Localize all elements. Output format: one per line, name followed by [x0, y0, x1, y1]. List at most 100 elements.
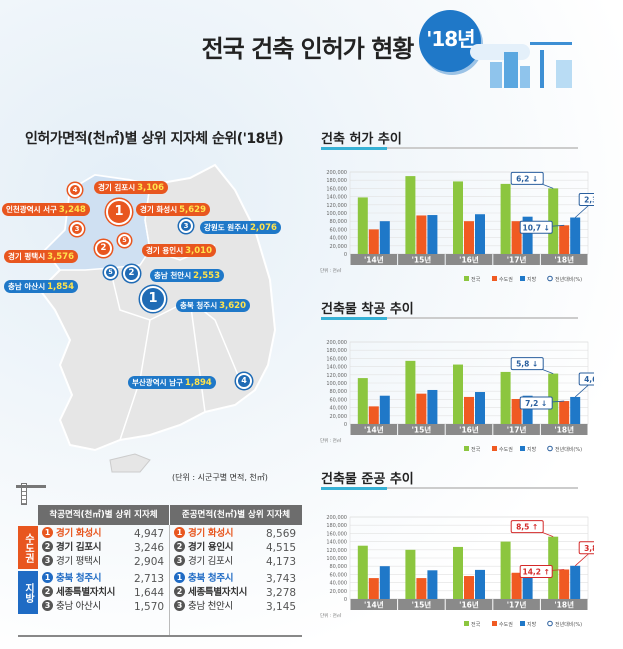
- map-unit-note: (단위 : 시군구별 면적, 천㎡): [172, 473, 268, 482]
- change-callout-text: 3,8 ↑: [584, 544, 594, 553]
- bar-수도권-'16년: [464, 576, 474, 599]
- crane-jib: [16, 485, 46, 488]
- legend-label: 지방: [527, 446, 537, 453]
- change-callout: [578, 193, 594, 207]
- crane-icon: [21, 483, 27, 505]
- y-tick-label: 140,000: [326, 365, 347, 371]
- legend-label: 수도권: [499, 446, 513, 453]
- map-label-value: 2,076: [250, 223, 277, 233]
- area-value: 1,570: [134, 601, 165, 613]
- table-divider: [169, 525, 170, 635]
- x-tick-label: '17년: [507, 600, 527, 610]
- rank-badge: 2: [42, 586, 53, 597]
- region-name: 경기 화성시: [56, 528, 102, 539]
- change-callout: [519, 396, 553, 410]
- map-label-region: 인천광역시 서구: [6, 205, 57, 214]
- bar-지방-'14년: [379, 566, 390, 599]
- unit-label: 단위 : 천㎡: [320, 267, 342, 274]
- map-label-value: 3,576: [47, 252, 75, 262]
- map-label: 충남 아산시 1,854: [4, 280, 79, 293]
- rank-badge: 1: [174, 572, 185, 583]
- change-callout-text: 6,2 ↓: [516, 174, 538, 183]
- map-label-value: 3,010: [185, 246, 213, 256]
- y-tick-label: 40,000: [330, 406, 348, 412]
- chart-title: 건축물 준공 추이: [321, 472, 414, 487]
- category-band: [540, 424, 588, 435]
- rank-badge: 1: [42, 527, 53, 538]
- change-callout: [519, 564, 553, 578]
- bar-지방-'18년: [570, 396, 581, 424]
- map-jeju: [109, 453, 151, 473]
- map-label: 부산광역시 남구 1,894: [128, 376, 216, 389]
- legend-swatch: [520, 446, 525, 451]
- korea-map: [38, 163, 277, 473]
- y-tick-label: 100,000: [326, 211, 347, 217]
- region-name: 충남 천안시: [188, 601, 233, 612]
- map-label-region: 경기 화성시: [140, 205, 178, 214]
- legend-swatch: [464, 276, 469, 281]
- year-badge: '18년: [419, 10, 482, 72]
- region-name: 충남 아산시: [56, 601, 101, 612]
- bar-지방-'14년: [379, 221, 390, 254]
- map-pin-rank-3: 3: [70, 222, 84, 236]
- category-band: [445, 254, 493, 265]
- change-callout: [578, 372, 594, 386]
- category-band: [540, 254, 588, 265]
- legend-label: 전년대비(%): [555, 276, 582, 283]
- bar-수도권-'14년: [368, 406, 379, 424]
- legend-marker-icon: [547, 275, 553, 282]
- legend-swatch: [464, 446, 469, 451]
- bar-지방-'16년: [475, 214, 485, 254]
- legend-swatch: [492, 446, 497, 451]
- table-row: 2 세종특별자치시 3,278: [174, 586, 300, 600]
- y-tick-label: 140,000: [326, 540, 347, 546]
- chart-title-underline: [321, 486, 578, 490]
- y-tick-label: 20,000: [330, 589, 348, 595]
- map-label-region: 경기 김포시: [98, 183, 136, 192]
- x-tick-label: '18년: [554, 425, 574, 435]
- bar-수도권-'16년: [464, 221, 474, 254]
- y-tick-label: 60,000: [330, 397, 348, 403]
- area-value: 3,246: [134, 542, 165, 554]
- bar-지방-'15년: [427, 570, 438, 599]
- bar-chart: 200,000 180,000 160,000 140,000 120,000 100,0…: [320, 515, 594, 628]
- map-label-value: 5,629: [179, 205, 207, 215]
- map-label-region: 충남 천안시: [154, 271, 192, 280]
- bar-수도권-'15년: [416, 393, 427, 424]
- x-tick-label: '16년: [459, 425, 479, 435]
- bar-수도권-'17년: [511, 572, 522, 599]
- change-callout-text: 5,8 ↓: [516, 360, 538, 369]
- area-value: 3,743: [266, 573, 297, 585]
- title-text: 전국 건축 인허가 현황: [201, 35, 415, 63]
- area-value: 2,904: [134, 556, 165, 568]
- legend-marker-icon: [547, 445, 553, 452]
- legend-swatch: [492, 276, 497, 281]
- rank-badge: 2: [174, 586, 185, 597]
- legend-swatch: [520, 621, 525, 626]
- x-tick-label: '17년: [507, 425, 527, 435]
- map-label: 강원도 원주시 2,076: [200, 221, 281, 234]
- bar-chart: 200,000 180,000 160,000 140,000 120,000 100,0…: [320, 170, 594, 283]
- change-callout: [510, 520, 544, 534]
- y-tick-label: 80,000: [330, 389, 348, 395]
- map-label: 경기 용인시 3,010: [142, 244, 217, 257]
- bar-전국-'18년: [548, 188, 559, 254]
- x-tick-label: '18년: [554, 255, 574, 265]
- legend-label: 수도권: [499, 276, 513, 283]
- bar-수도권-'18년: [559, 569, 570, 599]
- bar-수도권-'16년: [464, 396, 474, 424]
- change-callout-text: 8,5 ↑: [516, 523, 538, 532]
- table-row: 2 세종특별자치시 1,644: [42, 586, 168, 600]
- map-label: 경기 화성시 5,629: [136, 203, 211, 216]
- bar-전국-'18년: [548, 536, 559, 599]
- y-tick-label: 160,000: [326, 186, 347, 192]
- region-name: 충북 청주시: [188, 573, 234, 584]
- legend-label: 전국: [471, 621, 481, 628]
- y-tick-label: 180,000: [326, 523, 347, 529]
- region-name: 경기 화성시: [188, 528, 234, 539]
- region-name: 경기 평택시: [56, 556, 101, 567]
- y-tick-label: 0: [344, 597, 347, 603]
- x-tick-label: '14년: [364, 600, 384, 610]
- area-value: 3,145: [266, 601, 297, 613]
- map-pin-rank-5: 5: [118, 234, 131, 247]
